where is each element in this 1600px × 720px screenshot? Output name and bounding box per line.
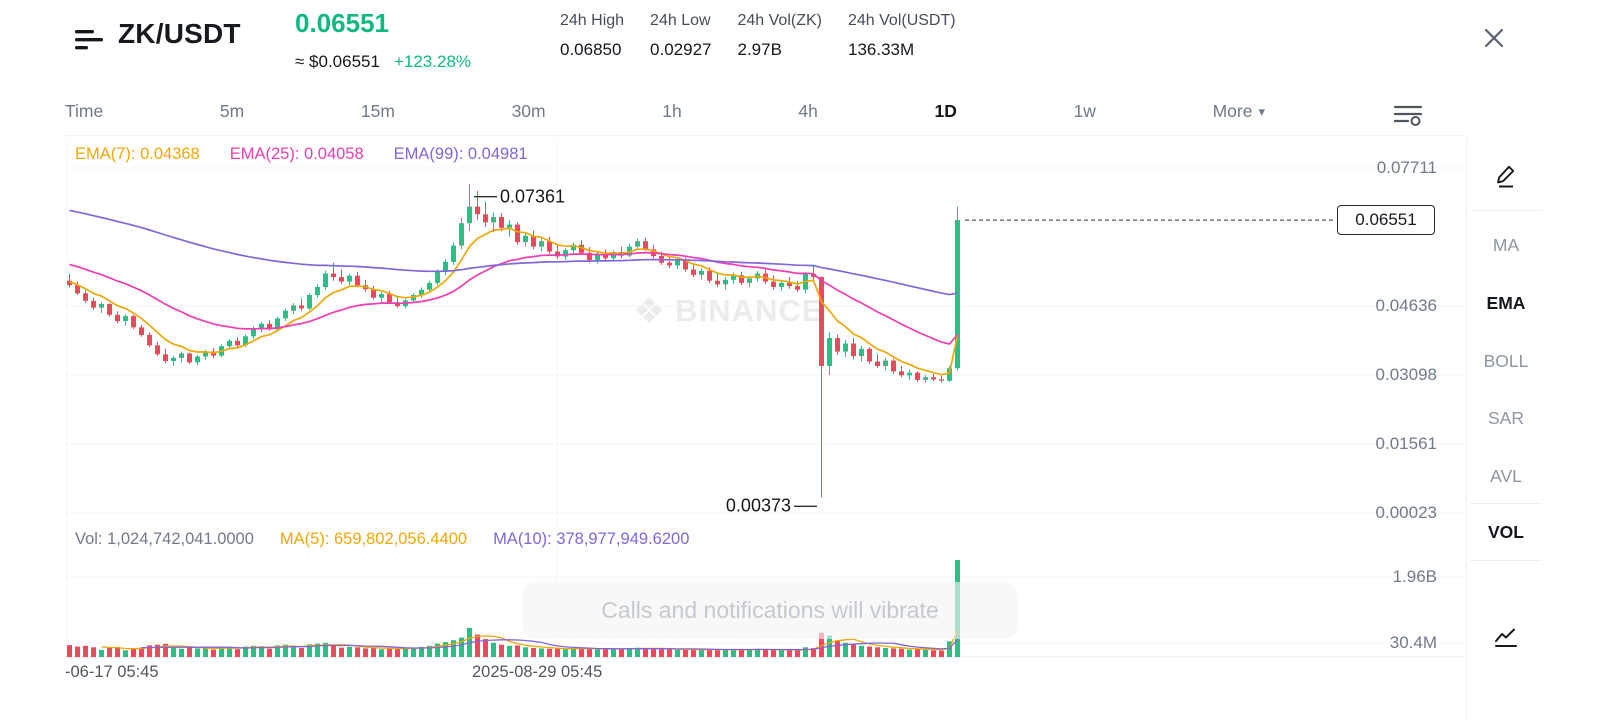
- chevron-down-icon: ▾: [1258, 103, 1265, 119]
- indicator-sar-button[interactable]: SAR: [1468, 408, 1544, 429]
- y-axis-tick: 0.07711: [1376, 158, 1437, 177]
- last-price-text: 0.06551: [295, 8, 389, 38]
- indicator-ema-button[interactable]: EMA: [1468, 293, 1544, 314]
- tab-5m[interactable]: 5m: [219, 101, 245, 121]
- stat-24h-high: 24h High 0.06850: [560, 12, 625, 59]
- y-axis-tick: 0.04636: [1375, 296, 1437, 315]
- price-change-percent: +123.28%: [393, 52, 472, 71]
- tab-15m[interactable]: 15m: [360, 101, 395, 121]
- divider: [1466, 138, 1467, 720]
- low-annotation: 0.00373: [725, 495, 791, 516]
- y-axis-tick: 0.00023: [1375, 503, 1437, 522]
- stat-24h-vol-usdt: 24h Vol(USDT) 136.33M: [847, 12, 956, 59]
- y-axis-tick: 0.01561: [1375, 434, 1437, 453]
- volume-axis-tick: 30.4M: [1389, 633, 1437, 652]
- tab-30m[interactable]: 30m: [511, 101, 546, 121]
- line-chart-icon: [1493, 628, 1519, 654]
- volume-legend: Vol: 1,024,742,041.0000 MA(5): 659,802,0…: [75, 530, 689, 549]
- timeframe-bar: Time 5m 15m 30m 1h 4h 1D 1w More ▾: [65, 101, 1265, 122]
- high-annotation: 0.07361: [500, 186, 566, 207]
- divider: [1470, 560, 1542, 561]
- tab-1d-active[interactable]: 1D: [934, 101, 957, 121]
- x-axis-label-left: -06-17 05:45: [65, 663, 159, 681]
- ema-legend: EMA(7): 0.04368 EMA(25): 0.04058 EMA(99)…: [75, 145, 528, 164]
- volume-value-label: Vol: 1,024,742,041.0000: [75, 530, 254, 548]
- pair-selector-icon[interactable]: [75, 27, 103, 58]
- binance-watermark: ❖ BINANCE: [633, 290, 824, 332]
- ema99-legend: EMA(99): 0.04981: [393, 145, 528, 163]
- price-usd-approx: ≈ $0.06551: [295, 52, 380, 71]
- divider: [1470, 210, 1542, 211]
- more-label: More: [1212, 101, 1253, 121]
- draw-tools-button[interactable]: [1468, 163, 1544, 194]
- tab-time[interactable]: Time: [65, 101, 104, 121]
- stats-row: 24h High 0.06850 24h Low 0.02927 24h Vol…: [560, 12, 956, 60]
- chart-settings-icon: [1393, 105, 1424, 129]
- ema7-legend: EMA(7): 0.04368: [75, 145, 200, 163]
- divider: [1470, 503, 1542, 504]
- vol-ma5-legend: MA(5): 659,802,056.4400: [279, 530, 468, 548]
- divider: [65, 135, 1466, 136]
- ema25-legend: EMA(25): 0.04058: [229, 145, 364, 163]
- close-icon: [1482, 28, 1506, 53]
- tab-4h[interactable]: 4h: [798, 101, 818, 121]
- watermark-text: BINANCE: [675, 293, 824, 328]
- x-axis-label-center: 2025-08-29 05:45: [472, 663, 603, 681]
- stat-24h-vol-zk: 24h Vol(ZK) 2.97B: [737, 12, 822, 59]
- more-dropdown[interactable]: More ▾: [1213, 101, 1265, 122]
- last-price-box: 0.06551: [1337, 205, 1435, 235]
- chart-settings-button[interactable]: [1393, 102, 1424, 129]
- tab-1w[interactable]: 1w: [1073, 101, 1096, 121]
- price-subrow: ≈ $0.06551 +123.28%: [295, 52, 471, 72]
- pair-title: ZK/USDT: [118, 18, 241, 49]
- tab-1h[interactable]: 1h: [662, 101, 682, 121]
- vol-ma10-legend: MA(10): 378,977,949.6200: [493, 530, 690, 548]
- toast-message: Calls and notifications will vibrate: [522, 582, 1018, 639]
- chart-type-button[interactable]: [1468, 626, 1544, 655]
- close-button[interactable]: [1482, 26, 1506, 53]
- stat-24h-low: 24h Low 0.02927: [650, 12, 712, 59]
- volume-axis-tick: 1.96B: [1392, 567, 1437, 586]
- indicator-ma-button[interactable]: MA: [1468, 235, 1544, 256]
- indicator-vol-button[interactable]: VOL: [1468, 522, 1544, 543]
- indicator-boll-button[interactable]: BOLL: [1468, 351, 1544, 372]
- binance-logo-icon: ❖: [633, 290, 666, 331]
- y-axis-tick: 0.03098: [1375, 365, 1437, 384]
- pencil-icon: [1494, 165, 1518, 193]
- indicator-avl-button[interactable]: AVL: [1468, 466, 1544, 487]
